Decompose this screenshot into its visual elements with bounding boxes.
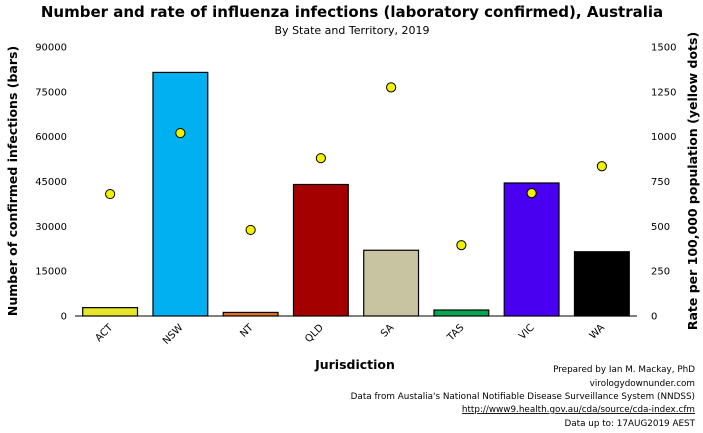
credit-link[interactable]: http://www9.health.gov.au/cda/source/cda… (462, 405, 695, 415)
y-tick-label: 90000 (35, 43, 67, 54)
credit-website: virologydownunder.com (590, 379, 695, 389)
rate-dot-vic (526, 188, 537, 199)
rate-dot-wa (596, 161, 607, 172)
x-axis-title: Jurisdiction (314, 357, 395, 372)
y2-tick-label: 1000 (651, 132, 676, 143)
rate-dot-nt (245, 224, 256, 236)
x-tick-label-nsw: NSW (161, 322, 186, 347)
bar-tas (433, 309, 490, 317)
bar-wa (573, 251, 630, 317)
y2-tick-label: 500 (651, 222, 670, 233)
x-tick-label-sa: SA (379, 322, 396, 339)
rate-dot-qld (315, 153, 326, 164)
x-tick-label-qld: QLD (303, 322, 326, 345)
y-tick-label: 30000 (35, 222, 67, 233)
x-tick-label-nt: NT (238, 322, 256, 340)
y2-axis-ticks: 0 250 500 750 1000 1250 1500 (651, 43, 676, 323)
rate-dot-tas (456, 240, 467, 251)
y-axis-title: Number of confirmed infections (bars) (5, 46, 20, 316)
y-tick-label: 60000 (35, 132, 67, 143)
rate-dot-nsw (175, 127, 186, 139)
x-tick-label-wa: WA (588, 322, 607, 341)
x-tick-label-vic: VIC (517, 322, 537, 342)
y2-tick-label: 0 (651, 312, 657, 323)
y2-tick-label: 1250 (651, 87, 676, 98)
credit-source: Data from Austalia's National Notifiable… (351, 392, 695, 402)
y2-axis-title: Rate per 100,000 population (yellow dots… (685, 32, 700, 330)
credits: Prepared by Ian M. Mackay, PhD virologyd… (351, 365, 696, 429)
y-tick-label: 15000 (35, 267, 67, 278)
rate-dot-act (105, 188, 116, 200)
rate-dots-group (105, 82, 607, 251)
bar-nt (222, 311, 279, 317)
credit-author: Prepared by Ian M. Mackay, PhD (553, 365, 695, 375)
bar-vic (503, 182, 560, 317)
x-tick-label-act: ACT (93, 322, 115, 344)
chart-subtitle: By State and Territory, 2019 (275, 24, 430, 37)
y2-tick-label: 1500 (651, 43, 676, 54)
x-tick-label-tas: TAS (445, 322, 467, 344)
y-tick-label: 0 (61, 312, 67, 323)
y-tick-label: 75000 (35, 87, 67, 98)
bar-sa (363, 249, 420, 317)
bar-qld (292, 183, 349, 317)
y-tick-label: 45000 (35, 177, 67, 188)
bars-group (82, 71, 630, 317)
x-axis-ticks: ACT NSW NT QLD SA TAS VIC WA (93, 322, 607, 347)
credit-date: Data up to: 17AUG2019 AEST (564, 419, 695, 429)
y2-tick-label: 250 (651, 267, 670, 278)
bar-act (82, 307, 139, 317)
rate-dot-sa (386, 82, 397, 93)
y2-tick-label: 750 (651, 177, 670, 188)
bar-nsw (152, 71, 209, 317)
chart-title: Number and rate of influenza infections … (41, 3, 663, 21)
y-axis-ticks: 0 15000 30000 45000 60000 75000 90000 (35, 43, 67, 323)
